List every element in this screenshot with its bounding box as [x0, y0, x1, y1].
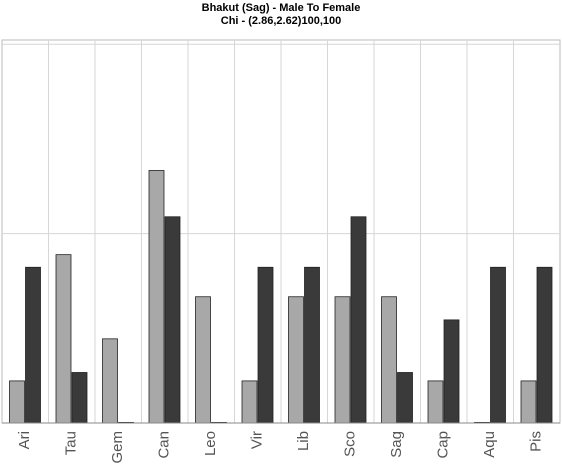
bar-series-1-vir	[241, 380, 258, 424]
bar-series-2-lib	[304, 266, 320, 424]
chart-subtitle: Chi - (2.86,2.62)100,100	[220, 15, 342, 27]
bar-series-2-can	[164, 216, 181, 424]
chart-title: Bhakut (Sag) - Male To Female	[201, 2, 361, 14]
bar-series-1-leo	[195, 296, 211, 424]
bar-series-2-sag	[397, 372, 413, 424]
x-tick-label-ari: Ari	[16, 431, 33, 449]
x-tick-label-lib: Lib	[295, 431, 312, 451]
chart-title-block: Bhakut (Sag) - Male To Female Chi - (2.8…	[0, 2, 562, 28]
x-tick-label-aqu: Aqu	[481, 431, 498, 458]
x-tick-label-pis: Pis	[528, 431, 545, 452]
bar-series-1-tau	[55, 254, 72, 424]
bar-series-1-gem	[102, 338, 118, 424]
x-tick-label-leo: Leo	[202, 431, 219, 456]
bar-series-1-lib	[288, 296, 304, 424]
bar-series-2-ari	[25, 266, 41, 424]
bar-series-2-aqu	[490, 266, 506, 424]
bar-series-1-cap	[427, 380, 444, 424]
bar-series-1-can	[148, 170, 165, 424]
x-tick-label-tau: Tau	[63, 431, 80, 455]
x-tick-label-sco: Sco	[342, 431, 359, 457]
bar-series-1-sco	[334, 296, 351, 424]
x-tick-label-vir: Vir	[249, 431, 266, 449]
bar-series-1-pis	[520, 380, 537, 424]
bar-series-1-sag	[381, 296, 397, 424]
bar-series-2-cap	[443, 319, 460, 424]
x-tick-label-sag: Sag	[388, 431, 405, 458]
bar-series-2-sco	[350, 216, 367, 424]
x-tick-label-cap: Cap	[435, 431, 452, 459]
x-tick-label-gem: Gem	[109, 431, 126, 464]
bar-series-2-vir	[257, 266, 274, 424]
bar-series-1-ari	[9, 380, 25, 424]
bar-series-2-tau	[71, 372, 88, 424]
bar-series-2-pis	[536, 266, 553, 424]
x-tick-label-can: Can	[156, 431, 173, 459]
